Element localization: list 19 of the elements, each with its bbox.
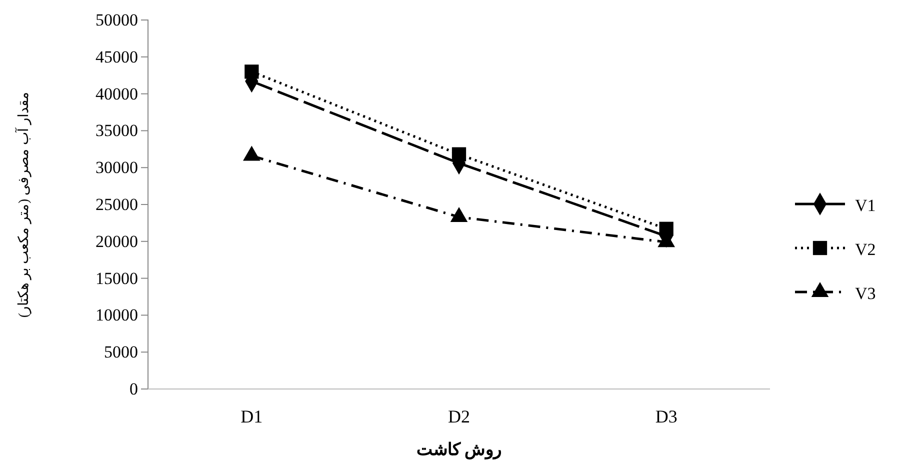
y-tick-label: 25000 [96, 194, 138, 214]
y-tick-label: 50000 [96, 10, 138, 30]
y-axis-title: مقدار آب مصرفی (متر مکعب بر هکتار) [14, 91, 32, 318]
x-tick-label: D2 [448, 406, 470, 427]
y-tick-label: 0 [130, 379, 138, 398]
y-tick-label: 40000 [96, 84, 138, 104]
legend-label: V1 [855, 196, 876, 215]
legend-label: V3 [855, 284, 876, 303]
x-tick-label: D1 [240, 406, 263, 427]
x-axis-title: روش کاشت [416, 440, 502, 460]
y-tick-label: 10000 [96, 306, 138, 325]
y-tick-label: 35000 [96, 121, 138, 140]
legend-label: V2 [855, 240, 876, 259]
y-tick-label: 30000 [96, 158, 138, 178]
y-tick-label: 15000 [96, 268, 138, 288]
y-tick-label: 5000 [104, 342, 138, 362]
x-tick-label: D3 [655, 406, 678, 427]
y-tick-label: 45000 [96, 47, 138, 66]
y-tick-label: 20000 [96, 232, 138, 251]
